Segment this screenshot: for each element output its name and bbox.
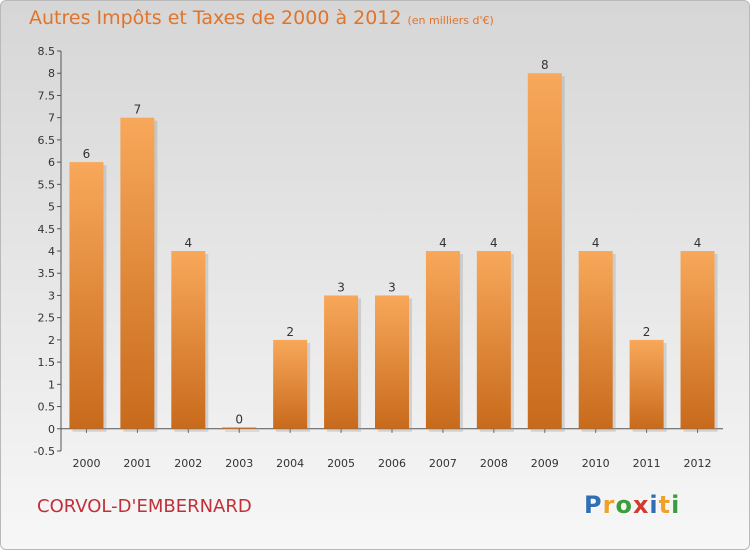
- bar: [120, 117, 155, 429]
- data-label: 6: [83, 147, 91, 161]
- x-tick-label: 2010: [582, 457, 610, 470]
- y-tick-label: -0.5: [34, 445, 55, 458]
- y-tick-label: 6: [48, 156, 55, 169]
- logo-letter: P: [584, 491, 603, 519]
- x-tick-label: 2003: [225, 457, 253, 470]
- y-tick-label: 4: [48, 245, 55, 258]
- y-tick-label: 3: [48, 289, 55, 302]
- chart-axes: 8.5 8 7.5 7 6.5 6 5.5 5 4.5 4 3.5 3 2.5 2 1.5 1 0.5 0 -0.5: [34, 45, 723, 458]
- data-label: 2: [643, 325, 651, 339]
- y-tick-label: 0.5: [38, 401, 56, 414]
- logo-letter: i: [671, 491, 681, 519]
- logo-letter: i: [649, 491, 659, 519]
- x-tick-label: 2009: [531, 457, 559, 470]
- y-tick-label: 6.5: [38, 134, 56, 147]
- chart-labels: 2000 6 2001 7 2002 4 2003 0 2004 2 2005 3 2006 3 2007 4…: [72, 58, 711, 470]
- bar-shadow: [225, 430, 260, 432]
- data-label: 8: [541, 58, 549, 72]
- chart-title: Autres Impôts et Taxes de 2000 à 2012 (en…: [29, 7, 494, 29]
- y-tick-label: 5: [48, 201, 55, 214]
- data-label: 2: [286, 325, 294, 339]
- x-tick-label: 2000: [72, 457, 100, 470]
- y-tick-label: 4.5: [38, 223, 56, 236]
- x-tick-label: 2005: [327, 457, 355, 470]
- x-tick-label: 2002: [174, 457, 202, 470]
- data-label: 3: [388, 280, 396, 294]
- data-label: 0: [235, 412, 243, 426]
- data-label: 7: [134, 103, 142, 117]
- chart-bars: [69, 73, 718, 432]
- x-tick-label: 2006: [378, 457, 406, 470]
- x-tick-label: 2011: [633, 457, 661, 470]
- logo-letter: r: [602, 491, 616, 519]
- logo-letter: t: [658, 491, 672, 519]
- bar: [375, 295, 409, 429]
- y-tick-label: 3.5: [38, 267, 56, 280]
- y-tick-label: 1: [48, 378, 55, 391]
- y-tick-label: 7.5: [38, 89, 56, 102]
- x-tick-label: 2008: [480, 457, 508, 470]
- y-tick-label: 8.5: [38, 45, 56, 58]
- data-label: 4: [439, 236, 447, 250]
- data-label: 4: [694, 236, 702, 250]
- y-tick-label: 2: [48, 334, 55, 347]
- data-label: 4: [184, 236, 192, 250]
- bar: [680, 251, 715, 429]
- chart-title-text: Autres Impôts et Taxes de 2000 à 2012: [29, 7, 402, 29]
- commune-name: CORVOL-D'EMBERNARD: [37, 496, 252, 517]
- x-tick-label: 2004: [276, 457, 304, 470]
- x-tick-label: 2012: [684, 457, 712, 470]
- proxiti-logo[interactable]: Proxiti: [584, 491, 680, 519]
- bar: [171, 251, 206, 429]
- bar: [425, 251, 460, 429]
- y-tick-label: 0: [48, 423, 55, 436]
- chart-subtitle: (en milliers d'€): [407, 14, 494, 27]
- bar: [222, 427, 257, 429]
- logo-letter: x: [632, 491, 650, 519]
- bar: [69, 162, 104, 429]
- bar: [476, 251, 511, 429]
- y-tick-label: 8: [48, 67, 55, 80]
- data-label: 4: [490, 236, 498, 250]
- bar: [527, 73, 562, 429]
- data-label: 4: [592, 236, 600, 250]
- bar: [578, 251, 613, 429]
- logo-letter: o: [615, 491, 633, 519]
- data-label: 3: [337, 280, 345, 294]
- bar: [629, 339, 664, 429]
- y-tick-label: 2.5: [38, 312, 56, 325]
- y-tick-label: 5.5: [38, 178, 56, 191]
- x-tick-label: 2007: [429, 457, 457, 470]
- bar: [273, 339, 308, 429]
- y-tick-label: 7: [48, 112, 55, 125]
- x-tick-label: 2001: [123, 457, 151, 470]
- bar: [324, 295, 359, 429]
- y-tick-label: 1.5: [38, 356, 56, 369]
